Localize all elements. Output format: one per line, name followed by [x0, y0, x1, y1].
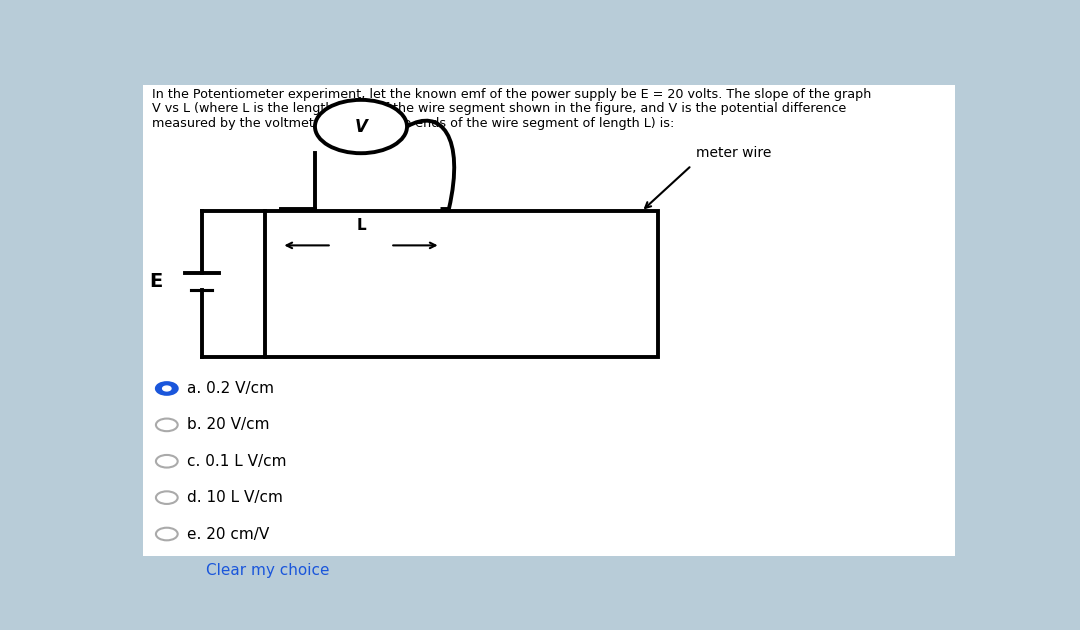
Text: d. 10 L V/cm: d. 10 L V/cm: [187, 490, 283, 505]
Circle shape: [156, 418, 178, 431]
Text: Clear my choice: Clear my choice: [206, 563, 329, 578]
Circle shape: [156, 491, 178, 504]
FancyBboxPatch shape: [144, 85, 956, 556]
Text: b. 20 V/cm: b. 20 V/cm: [187, 417, 269, 432]
Circle shape: [315, 100, 407, 153]
Text: E: E: [149, 272, 163, 291]
Text: measured by the voltmeter between the ends of the wire segment of length L) is:: measured by the voltmeter between the en…: [151, 117, 674, 130]
Text: V vs L (where L is the length in cm of the wire segment shown in the figure, and: V vs L (where L is the length in cm of t…: [151, 102, 846, 115]
Circle shape: [156, 455, 178, 467]
Text: meter wire: meter wire: [696, 146, 771, 160]
Text: e. 20 cm/V: e. 20 cm/V: [187, 527, 269, 542]
Bar: [265, 212, 658, 357]
Text: a. 0.2 V/cm: a. 0.2 V/cm: [187, 381, 274, 396]
Text: V: V: [354, 118, 367, 135]
Circle shape: [163, 386, 171, 391]
Text: c. 0.1 L V/cm: c. 0.1 L V/cm: [187, 454, 286, 469]
Text: L: L: [356, 218, 366, 233]
Circle shape: [156, 382, 178, 395]
Circle shape: [156, 528, 178, 541]
Text: In the Potentiometer experiment, let the known emf of the power supply be E = 20: In the Potentiometer experiment, let the…: [151, 88, 872, 101]
